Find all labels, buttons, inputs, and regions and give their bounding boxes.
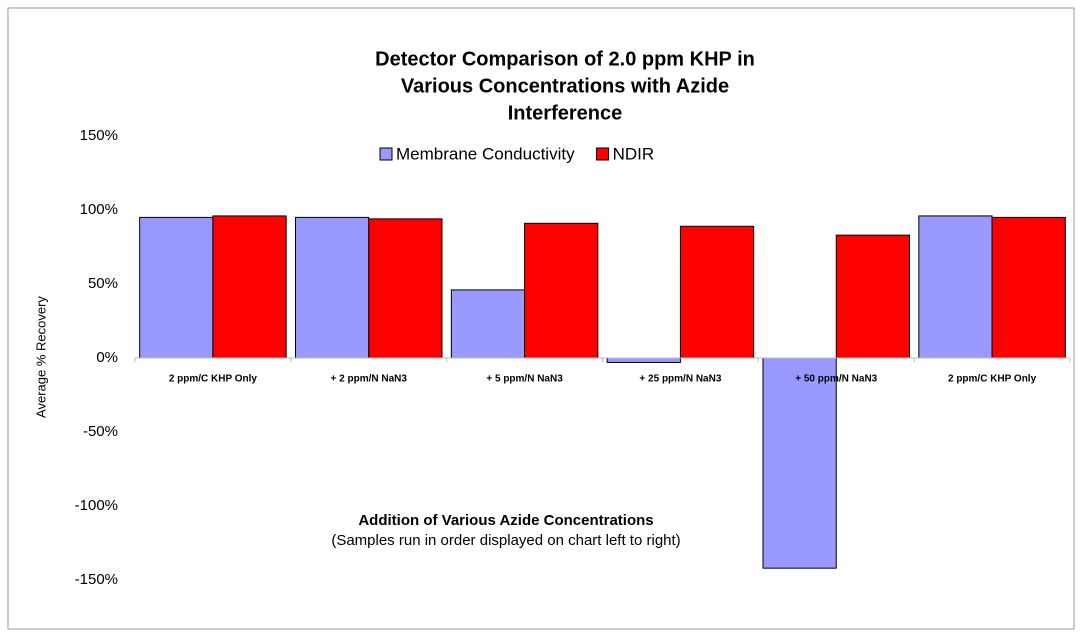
y-tick-label: 0% bbox=[96, 349, 118, 366]
x-tick-label: + 50 ppm/N NaN3 bbox=[795, 374, 877, 385]
y-tick-label: -100% bbox=[75, 497, 118, 514]
x-tick-label: 2 ppm/C KHP Only bbox=[948, 374, 1037, 385]
legend-label: NDIR bbox=[613, 144, 655, 163]
x-axis-sublabel: (Samples run in order displayed on chart… bbox=[331, 532, 680, 549]
legend-swatch bbox=[596, 147, 610, 161]
chart-title: Interference bbox=[508, 102, 623, 124]
y-tick-label: -50% bbox=[83, 423, 118, 440]
legend-swatch bbox=[379, 147, 393, 161]
y-tick-label: 150% bbox=[80, 127, 118, 144]
bar bbox=[606, 357, 681, 363]
bar bbox=[835, 234, 910, 359]
bar bbox=[991, 216, 1066, 359]
y-tick-label: -150% bbox=[75, 571, 118, 588]
bar bbox=[295, 216, 370, 359]
bar bbox=[524, 222, 599, 359]
bar bbox=[212, 215, 287, 359]
x-tick-label: + 25 ppm/N NaN3 bbox=[639, 374, 721, 385]
bar bbox=[918, 215, 993, 359]
bar bbox=[679, 225, 755, 359]
x-tick-label: + 2 ppm/N NaN3 bbox=[331, 374, 408, 385]
bar bbox=[450, 289, 526, 359]
x-tick-label: + 5 ppm/N NaN3 bbox=[486, 374, 563, 385]
chart-title: Various Concentrations with Azide bbox=[401, 75, 729, 97]
y-tick-label: 100% bbox=[80, 201, 118, 218]
legend-label: Membrane Conductivity bbox=[396, 144, 575, 163]
y-tick-label: 50% bbox=[88, 275, 118, 292]
y-axis-label: Average % Recovery bbox=[33, 296, 48, 418]
bar bbox=[368, 218, 443, 359]
bar bbox=[139, 216, 214, 359]
x-axis-label: Addition of Various Azide Concentrations bbox=[358, 512, 653, 529]
chart-title: Detector Comparison of 2.0 ppm KHP in bbox=[375, 48, 755, 70]
bar bbox=[762, 357, 837, 569]
x-tick-label: 2 ppm/C KHP Only bbox=[169, 374, 258, 385]
